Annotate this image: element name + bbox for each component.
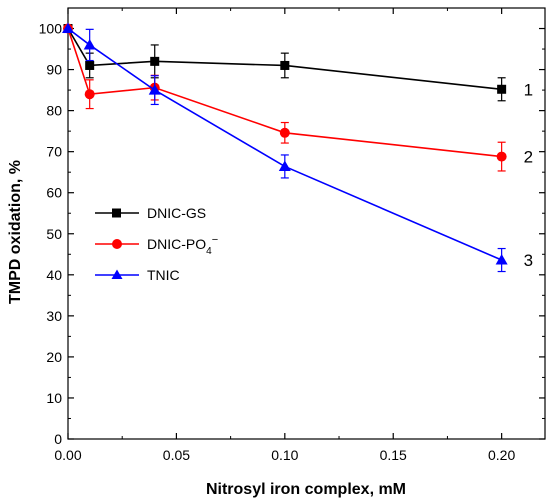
legend-marker-triangle	[111, 269, 123, 279]
series-2	[63, 23, 507, 172]
data-point-triangle	[148, 84, 161, 95]
data-point-triangle	[62, 22, 74, 34]
legend-entry-dnic-po4: DNIC-PO4−	[95, 234, 218, 257]
y-tick-label: 70	[46, 144, 62, 160]
data-point-circle	[279, 127, 290, 138]
y-tick-label: 20	[46, 349, 62, 365]
data-point-circle	[84, 89, 95, 100]
y-tick-label: 60	[46, 185, 62, 201]
series-3	[62, 22, 508, 273]
x-axis-title: Nitrosyl iron complex, mM	[206, 481, 406, 498]
curve-label-3: 3	[524, 251, 533, 270]
data-point-triangle	[495, 254, 508, 265]
y-tick-label: 0	[54, 431, 62, 447]
data-point-circle	[496, 151, 507, 162]
legend-entry-tnic: TNIC	[95, 267, 180, 283]
y-tick-label: 50	[46, 226, 62, 242]
x-tick-label: 0.10	[271, 447, 298, 463]
axis-ticks	[67, 8, 545, 440]
y-tick-label: 90	[46, 62, 62, 78]
legend-label-tnic: TNIC	[147, 267, 180, 283]
legend-label-dnic-po4: DNIC-PO4−	[147, 234, 218, 257]
legend: DNIC-GS DNIC-PO4− TNIC	[95, 205, 218, 283]
data-point-triangle	[278, 160, 291, 171]
plot-frame	[67, 7, 546, 440]
x-tick-label: 0.00	[54, 447, 81, 463]
y-tick-label: 80	[46, 103, 62, 119]
data-point-square	[280, 60, 290, 70]
data-point-triangle	[83, 38, 96, 50]
series-1	[63, 24, 507, 102]
legend-label-dnic-gs: DNIC-GS	[147, 205, 206, 221]
y-axis-title: TMPD oxidation, %	[7, 160, 24, 304]
y-tick-label: 40	[46, 267, 62, 283]
y-tick-label: 10	[46, 390, 62, 406]
legend-marker-circle	[112, 239, 122, 249]
y-tick-label: 100	[39, 21, 63, 37]
data-point-square	[85, 60, 95, 70]
plot-border	[67, 7, 546, 440]
curve-labels: 1 2 3	[524, 80, 533, 270]
x-tick-label: 0.20	[488, 447, 515, 463]
legend-entry-dnic-gs: DNIC-GS	[95, 205, 206, 221]
curve-label-2: 2	[524, 148, 533, 167]
series-layer	[62, 22, 508, 273]
y-tick-label: 30	[46, 308, 62, 324]
data-point-square	[497, 84, 507, 94]
tick-labels: 0 10 20 30 40 50 60 70 80 90 100 0.00 0.05 0.10 0.15 0.…	[39, 21, 516, 463]
legend-marker-square	[112, 208, 121, 218]
curve-label-1: 1	[524, 80, 533, 99]
x-tick-label: 0.05	[163, 447, 190, 463]
data-point-square	[150, 56, 160, 66]
x-tick-label: 0.15	[380, 447, 407, 463]
